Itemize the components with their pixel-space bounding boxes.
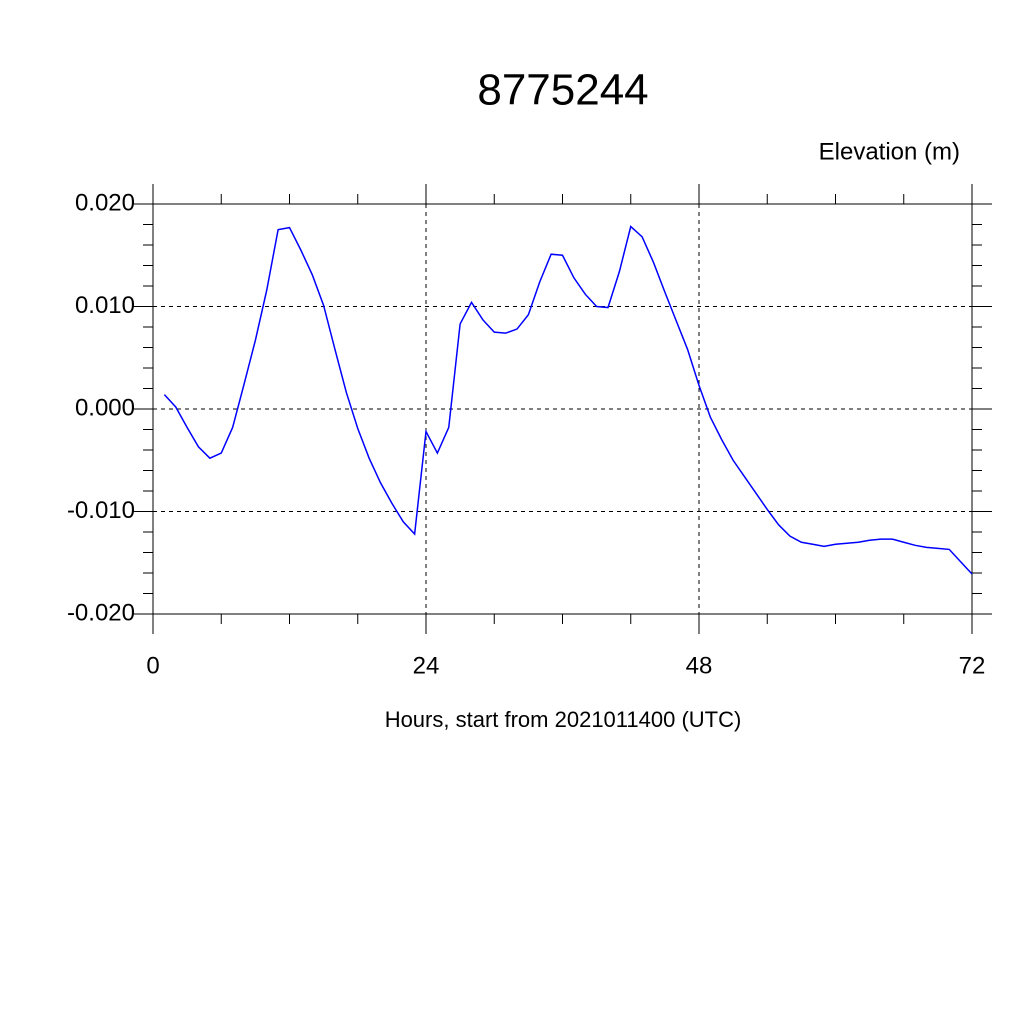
chart-title: 8775244 (477, 66, 648, 115)
plot-frame (152, 203, 973, 615)
y-tick-label: -0.010 (67, 497, 135, 524)
y-tick-label: 0.020 (75, 189, 135, 216)
y-tick-label: 0.010 (75, 292, 135, 319)
data-line (163, 225, 973, 575)
x-tick-label: 0 (146, 652, 159, 679)
y-tick-label: -0.020 (67, 599, 135, 626)
x-tick-label: 48 (686, 652, 713, 679)
x-tick-label: 72 (959, 652, 986, 679)
y-tick-label: 0.000 (75, 394, 135, 421)
x-tick-label: 24 (413, 652, 440, 679)
x-axis-label: Hours, start from 2021011400 (UTC) (385, 707, 742, 732)
y-axis-label: Elevation (m) (819, 138, 960, 165)
